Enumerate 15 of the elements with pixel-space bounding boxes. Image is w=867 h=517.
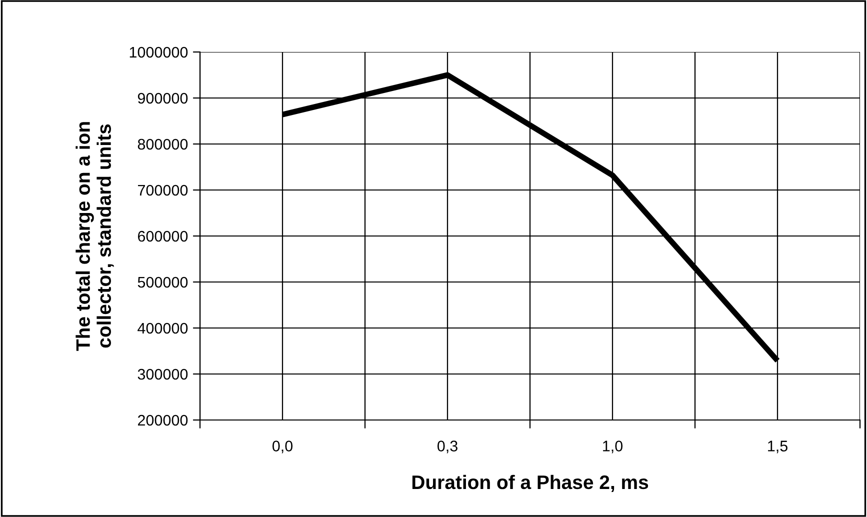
y-axis-title: The total charge on a ion collector, standard units — [76, 122, 114, 351]
y-tick-label: 300000 — [138, 368, 188, 380]
x-tick-label: 0,0 — [272, 440, 293, 454]
x-axis-title: Duration of a Phase 2, ms — [412, 474, 648, 492]
y-tick-label: 500000 — [138, 276, 188, 288]
y-tick-label: 900000 — [138, 92, 188, 104]
y-tick-label: 1000000 — [130, 46, 188, 58]
y-tick-label: 600000 — [138, 230, 188, 242]
x-tick-label: 1,5 — [768, 440, 788, 454]
y-tick-label: 800000 — [138, 138, 188, 150]
x-tick-label: 1,0 — [603, 440, 623, 454]
y-tick-label: 200000 — [138, 414, 188, 426]
y-tick-label: 700000 — [138, 184, 188, 196]
x-tick-label: 0,3 — [437, 440, 458, 454]
y-tick-label: 400000 — [138, 322, 188, 334]
